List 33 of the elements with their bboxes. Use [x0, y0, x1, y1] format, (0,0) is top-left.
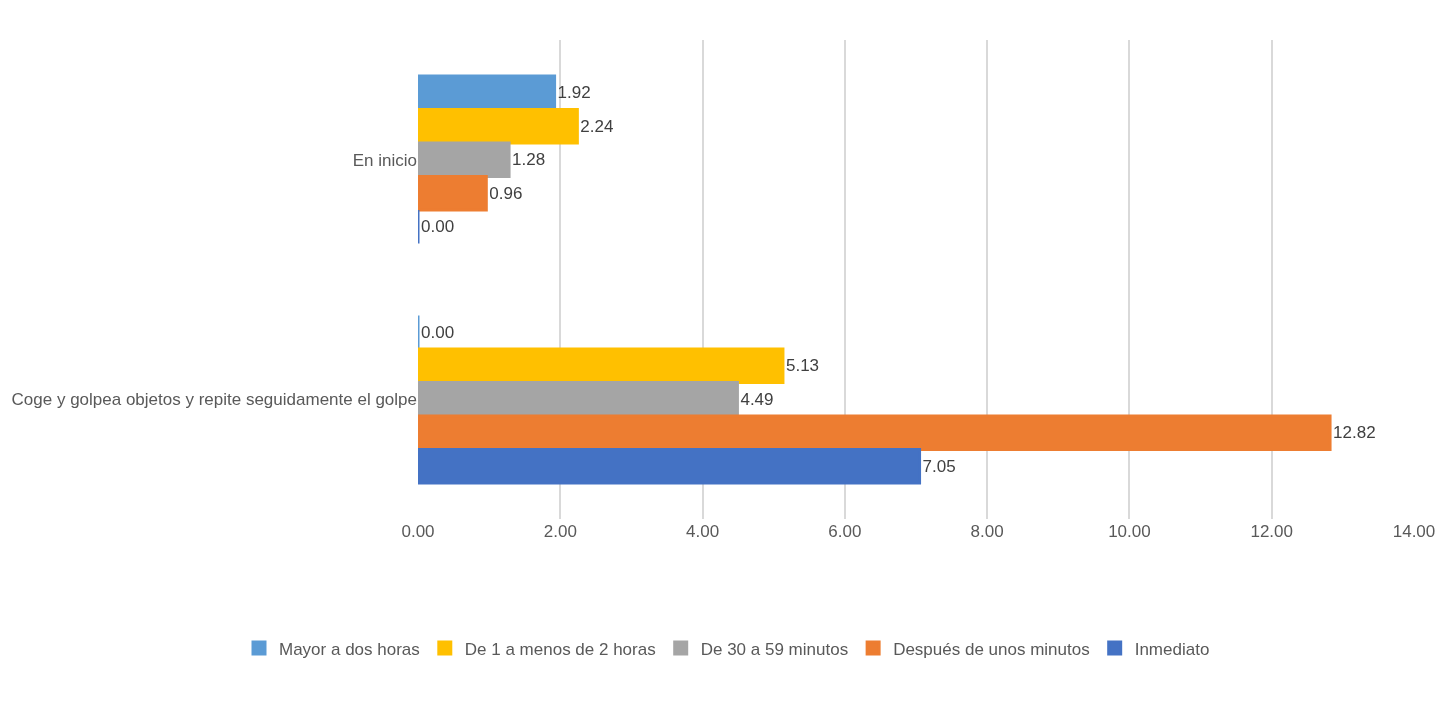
x-tick-label: 4.00 [686, 522, 720, 541]
bar [418, 74, 557, 111]
data-label: 5.13 [785, 356, 820, 376]
y-tick-label: En inicio [352, 150, 417, 170]
legend-label: De 1 a menos de 2 horas [464, 639, 656, 659]
bar [418, 448, 922, 485]
data-label: 7.05 [922, 456, 956, 476]
legend-label: Inmediato [1134, 639, 1210, 659]
bar [418, 414, 1332, 452]
data-label: 0.00 [421, 217, 455, 237]
x-tick-label: 2.00 [543, 522, 577, 541]
bar [418, 380, 739, 418]
legend-label: De 30 a 59 minutos [700, 639, 849, 659]
x-tick-label: 8.00 [970, 522, 1004, 541]
data-label: 1.92 [557, 83, 591, 103]
x-tick-label: 6.00 [828, 522, 862, 541]
data-label: 2.24 [580, 116, 614, 136]
bar [418, 141, 511, 179]
data-label: 1.28 [512, 150, 546, 170]
data-label: 0.96 [489, 183, 523, 203]
data-label: 0.00 [421, 322, 455, 342]
bar [418, 347, 785, 384]
bar [418, 107, 579, 145]
legend-label: Mayor a dos horas [279, 639, 420, 659]
x-tick-label: 10.00 [1108, 522, 1151, 541]
data-label: 12.82 [1333, 423, 1376, 443]
y-tick-label: Coge y golpea objetos y repite seguidamente el golpe [11, 390, 417, 410]
data-label: 4.49 [740, 389, 774, 409]
legend-label: Después de unos minutos [893, 639, 1090, 659]
x-tick-label: 12.00 [1250, 522, 1293, 541]
x-tick-label: 14.00 [1392, 522, 1436, 541]
bar [418, 175, 488, 212]
x-tick-label: 0.00 [401, 522, 435, 541]
